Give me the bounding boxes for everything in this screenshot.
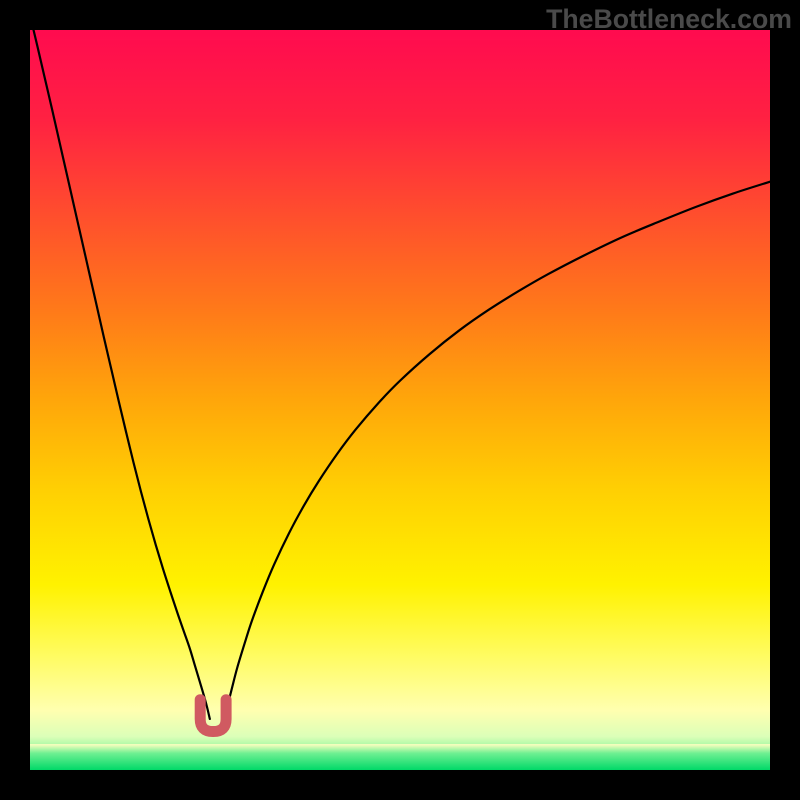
green-band <box>30 744 770 770</box>
plot-area <box>30 30 770 770</box>
chart-frame: TheBottleneck.com <box>0 0 800 800</box>
plot-svg <box>30 30 770 770</box>
gradient-background <box>30 30 770 770</box>
watermark-text: TheBottleneck.com <box>546 4 792 35</box>
